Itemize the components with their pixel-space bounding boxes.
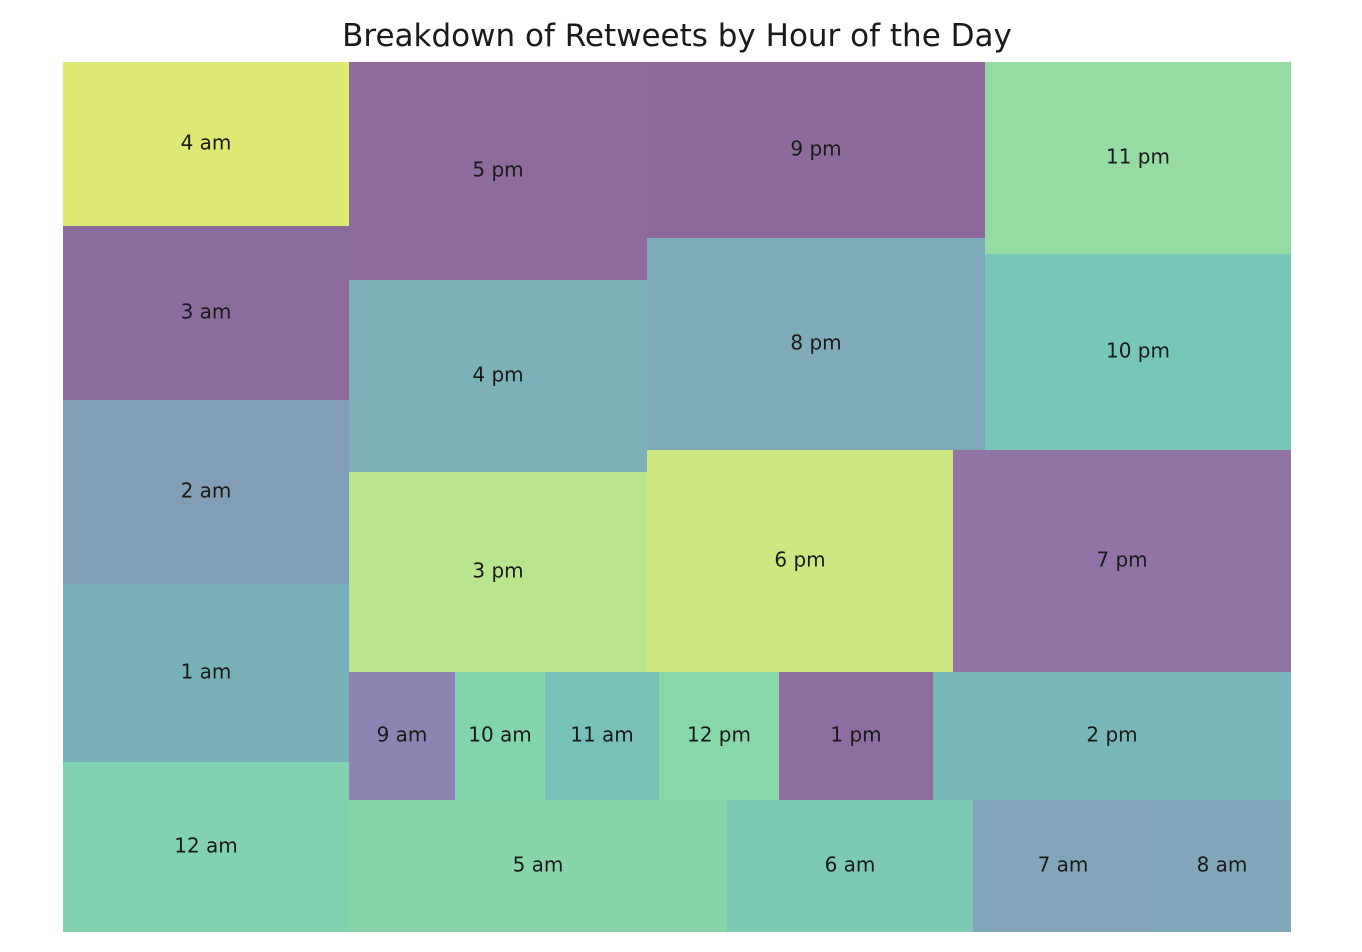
tile-12-am bbox=[63, 762, 349, 932]
tile-8-pm bbox=[647, 238, 985, 450]
tile-5-am bbox=[349, 800, 727, 932]
tile-10-pm bbox=[985, 254, 1291, 450]
chart-title: Breakdown of Retweets by Hour of the Day bbox=[342, 18, 1012, 54]
tile-12-pm bbox=[659, 672, 779, 800]
tile-label-8-am: 8 am bbox=[1197, 853, 1248, 877]
tile-label-2-pm: 2 pm bbox=[1086, 723, 1137, 747]
tile-6-am bbox=[727, 800, 973, 932]
tile-3-am bbox=[63, 226, 349, 400]
tile-label-4-am: 4 am bbox=[181, 131, 232, 155]
tile-label-1-pm: 1 pm bbox=[830, 723, 881, 747]
tile-11-am bbox=[545, 672, 659, 800]
tile-7-am bbox=[973, 800, 1153, 932]
tile-1-pm bbox=[779, 672, 933, 800]
tile-label-5-am: 5 am bbox=[513, 853, 564, 877]
tile-label-7-pm: 7 pm bbox=[1096, 548, 1147, 572]
tile-label-5-pm: 5 pm bbox=[472, 158, 523, 182]
tile-label-11-am: 11 am bbox=[570, 723, 634, 747]
tile-2-am bbox=[63, 400, 349, 584]
tile-label-9-pm: 9 pm bbox=[790, 137, 841, 161]
tile-label-2-am: 2 am bbox=[181, 479, 232, 503]
treemap-tiles: 4 am 3 am 2 am 1 am 12 am 5 pm 9 pm 11 pm 4 pm 8 … bbox=[63, 62, 1291, 932]
tile-label-3-am: 3 am bbox=[181, 300, 232, 324]
tile-6-pm bbox=[647, 450, 953, 672]
tile-label-12-pm: 12 pm bbox=[687, 723, 751, 747]
tile-11-pm bbox=[985, 62, 1291, 254]
tile-label-6-am: 6 am bbox=[825, 853, 876, 877]
tile-9-am bbox=[349, 672, 455, 800]
tile-label-6-pm: 6 pm bbox=[774, 548, 825, 572]
tile-5-pm bbox=[349, 62, 647, 280]
tile-1-am bbox=[63, 584, 349, 762]
tile-7-pm bbox=[953, 450, 1291, 672]
tile-label-12-am: 12 am bbox=[174, 834, 238, 858]
tile-label-10-am: 10 am bbox=[468, 723, 532, 747]
tile-label-10-pm: 10 pm bbox=[1106, 339, 1170, 363]
tile-2-pm bbox=[933, 672, 1291, 800]
tile-label-11-pm: 11 pm bbox=[1106, 145, 1170, 169]
tile-label-9-am: 9 am bbox=[377, 723, 428, 747]
tile-9-pm bbox=[647, 62, 985, 238]
tile-label-4-pm: 4 pm bbox=[472, 363, 523, 387]
tile-label-7-am: 7 am bbox=[1038, 853, 1089, 877]
tile-4-pm bbox=[349, 280, 647, 472]
tile-10-am bbox=[455, 672, 545, 800]
tile-label-8-pm: 8 pm bbox=[790, 331, 841, 355]
tile-label-3-pm: 3 pm bbox=[472, 559, 523, 583]
tile-4-am bbox=[63, 62, 349, 226]
tile-3-pm bbox=[349, 472, 647, 672]
tile-label-1-am: 1 am bbox=[181, 660, 232, 684]
tile-8-am bbox=[1153, 800, 1291, 932]
